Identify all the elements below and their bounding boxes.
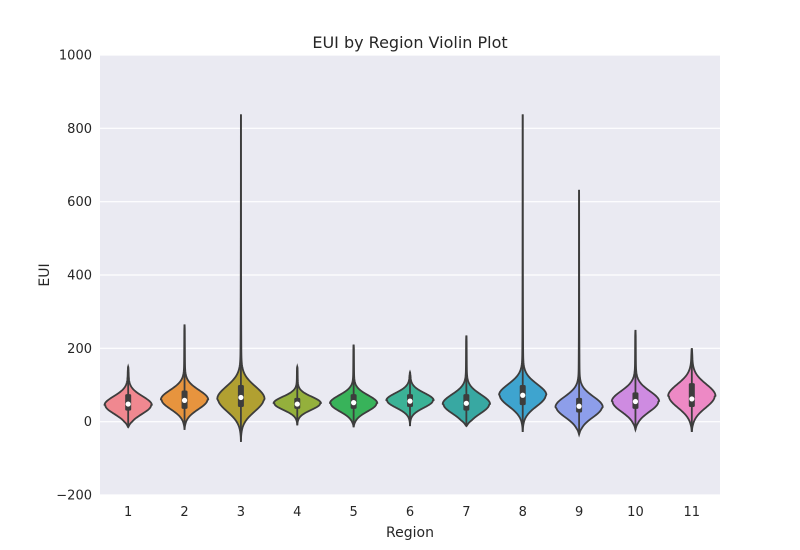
x-tick-label: 8 (519, 505, 527, 520)
violin-region-11 (667, 348, 717, 433)
violin-region-4 (272, 363, 323, 426)
x-tick-label: 10 (627, 505, 644, 520)
violin-region-10 (610, 329, 661, 433)
x-tick-label: 1 (124, 505, 132, 520)
violin-median (238, 394, 244, 401)
y-tick-label: −200 (56, 489, 92, 504)
x-tick-label: 5 (349, 505, 357, 520)
violin-region-2 (159, 324, 210, 430)
violin-median (520, 392, 526, 398)
violin-region-7 (441, 335, 491, 428)
violin-region-1 (103, 363, 153, 429)
x-tick-label: 11 (684, 505, 701, 520)
violin-median (351, 400, 357, 406)
y-axis-label: EUI (37, 263, 53, 286)
violin-region-8 (498, 114, 548, 432)
chart-title: EUI by Region Violin Plot (312, 33, 507, 52)
violin-median (407, 398, 413, 404)
x-tick-label: 4 (293, 505, 301, 520)
x-axis-label: Region (386, 525, 434, 541)
violin-region-3 (216, 114, 266, 442)
x-tick-label: 9 (575, 505, 583, 520)
y-tick-label: 600 (67, 195, 92, 210)
x-tick-label: 3 (237, 505, 245, 520)
y-tick-label: 1000 (59, 49, 92, 64)
violin-region-9 (554, 189, 604, 438)
violin-median (125, 401, 131, 407)
violin-median (181, 397, 188, 403)
y-tick-label: 400 (67, 269, 92, 284)
y-tick-labels: −200 0 200 400 600 800 1000 (56, 49, 92, 504)
violin-region-5 (328, 344, 379, 428)
violin-median (463, 400, 469, 406)
violins (103, 114, 717, 442)
violin-iqr-box (688, 383, 695, 407)
y-tick-label: 0 (84, 415, 92, 430)
violin-median (689, 396, 695, 402)
x-tick-label: 2 (180, 505, 188, 520)
violin-median (576, 403, 582, 409)
violin-region-6 (385, 369, 435, 427)
y-tick-label: 800 (67, 122, 92, 137)
violin-median (294, 401, 300, 407)
y-tick-label: 200 (67, 342, 92, 357)
x-tick-label: 6 (406, 505, 414, 520)
violin-median (632, 398, 639, 405)
x-tick-label: 7 (462, 505, 470, 520)
x-tick-labels: 1 2 3 4 5 6 7 8 9 10 11 (124, 505, 700, 520)
